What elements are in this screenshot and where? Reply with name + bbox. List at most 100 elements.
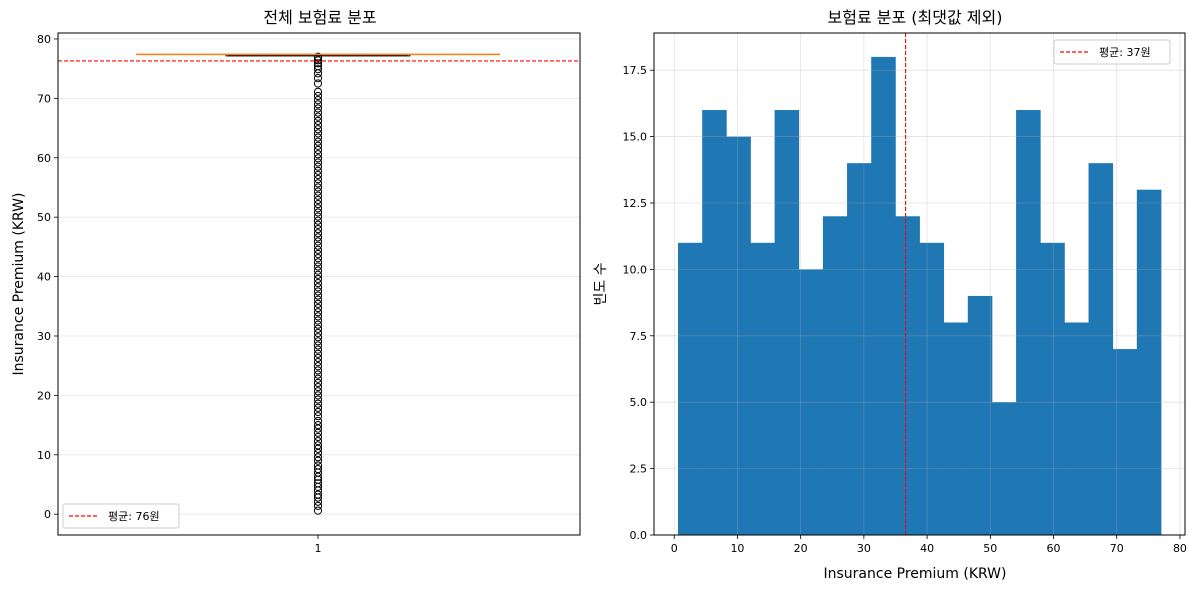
box-outlier-point xyxy=(313,266,323,275)
box-outlier-point xyxy=(313,59,323,68)
hist-bar xyxy=(678,242,703,535)
hist-x-axis-label: Insurance Premium (KRW) xyxy=(824,566,1007,582)
box-outlier-point xyxy=(313,154,323,163)
box-outlier-point xyxy=(313,91,323,101)
box-outlier-point xyxy=(313,170,323,180)
hist-chart-title: 보험료 분포 (최댓값 제외) xyxy=(828,8,1003,27)
box-outlier-point xyxy=(313,133,323,142)
box-outlier-point xyxy=(313,224,323,234)
hist-y-tick-label: 15.0 xyxy=(623,131,648,144)
hist-legend-frame xyxy=(1053,39,1171,65)
box-outlier-point xyxy=(313,208,323,217)
box-outlier-point xyxy=(313,337,323,346)
box-outlier-point xyxy=(313,179,323,188)
box-outlier-point xyxy=(313,279,323,288)
box-outlier-point xyxy=(313,287,323,296)
box-outlier-point xyxy=(313,353,323,363)
hist-bar xyxy=(871,56,896,536)
box-y-tick-label: 30 xyxy=(37,330,51,343)
box-outlier-point xyxy=(313,387,323,396)
box-outlier-point xyxy=(313,453,323,462)
box-outlier-point xyxy=(313,378,323,388)
box-y-tick-label: 0 xyxy=(44,508,51,521)
hist-y-tick-label: 5.0 xyxy=(630,396,648,409)
box-outlier-point xyxy=(313,358,323,367)
hist-y-axis-label: 빈도 수 xyxy=(593,262,609,305)
box-outlier-point xyxy=(313,229,323,238)
box-outlier-point xyxy=(313,120,323,130)
hist-x-tick-label: 0 xyxy=(671,542,678,555)
box-outlier-point xyxy=(313,262,323,271)
box-outlier-point xyxy=(313,108,323,117)
box-outlier-point xyxy=(313,254,323,263)
box-outlier-point xyxy=(313,195,323,205)
hist-bar xyxy=(1040,242,1065,535)
box-outlier-point xyxy=(313,79,323,88)
box-outlier-point xyxy=(313,100,323,109)
hist-bar xyxy=(1016,110,1041,535)
box-outlier-point xyxy=(313,249,323,259)
hist-bar xyxy=(895,216,920,535)
box-outlier-point xyxy=(313,291,323,300)
box-outlier-point xyxy=(313,324,323,333)
box-outlier-point xyxy=(313,432,323,442)
box-y-tick-label: 70 xyxy=(37,92,51,105)
hist-bar xyxy=(750,242,776,535)
hist-bar xyxy=(991,402,1017,535)
box-outlier-point xyxy=(313,374,323,383)
hist-axes-frame xyxy=(653,32,1186,536)
box-legend: 평균: 76원 xyxy=(62,503,180,529)
box-outlier-point xyxy=(313,56,323,65)
box-outlier-point xyxy=(313,382,323,392)
box-outlier-point xyxy=(313,420,323,430)
box-outlier-point xyxy=(313,444,323,453)
box-y-ticks: 0 10 20 30 40 50 60 70 80 xyxy=(37,33,58,521)
box-body xyxy=(136,53,500,57)
hist-bar xyxy=(1088,163,1114,536)
hist-x-tick-label: 80 xyxy=(1173,542,1187,555)
box-outlier-point xyxy=(313,74,323,83)
box-y-grid xyxy=(58,38,580,515)
box-outlier-point xyxy=(313,391,323,400)
hist-x-ticks: 0 10 20 30 40 50 60 70 80 xyxy=(671,535,1187,555)
box-outlier-point xyxy=(313,461,323,470)
box-outlier-point xyxy=(313,166,323,175)
box-outlier-point xyxy=(313,312,323,321)
box-y-tick-label: 60 xyxy=(37,152,51,165)
box-outlier-point xyxy=(313,328,323,338)
hist-x-tick-label: 70 xyxy=(1110,542,1124,555)
box-outlier-point xyxy=(313,416,323,426)
hist-legend-label: 평균: 37원 xyxy=(1099,46,1151,59)
hist-y-tick-label: 17.5 xyxy=(623,64,648,77)
box-outlier-point xyxy=(313,283,323,292)
box-outlier-point xyxy=(313,303,323,313)
hist-y-tick-label: 7.5 xyxy=(630,330,648,343)
box-outlier-point xyxy=(313,241,323,250)
hist-bar xyxy=(702,110,727,535)
box-outlier-point xyxy=(313,141,323,150)
box-outlier-point xyxy=(313,233,323,242)
hist-y-ticks: 0.0 2.5 5.0 7.5 10.0 12.5 15.0 17.5 xyxy=(623,64,654,542)
hist-x-tick-label: 50 xyxy=(983,542,997,555)
box-outlier-point xyxy=(313,399,323,408)
hist-x-tick-label: 20 xyxy=(794,542,808,555)
box-outlier-point xyxy=(313,145,323,155)
box-y-tick-label: 20 xyxy=(37,389,51,402)
box-outlier-point xyxy=(313,308,323,317)
box-outlier-point xyxy=(313,65,323,74)
hist-x-tick-label: 10 xyxy=(730,542,744,555)
box-outlier-point xyxy=(313,362,323,371)
box-plot-chart: 전체 보험료 분포 0 10 20 30 40 50 60 70 80 1 Insurance … xyxy=(11,8,581,555)
box-outlier-point xyxy=(313,129,323,138)
box-outlier-point xyxy=(313,299,323,309)
box-y-tick-label: 80 xyxy=(37,33,51,46)
box-outlier-point xyxy=(313,448,323,458)
box-chart-title: 전체 보험료 분포 xyxy=(263,8,376,27)
hist-legend: 평균: 37원 xyxy=(1053,39,1171,65)
hist-bar xyxy=(919,242,945,535)
hist-y-tick-label: 2.5 xyxy=(630,463,648,476)
box-outlier-point xyxy=(313,428,323,437)
box-y-tick-label: 50 xyxy=(37,211,51,224)
box-outlier-point xyxy=(313,407,323,417)
